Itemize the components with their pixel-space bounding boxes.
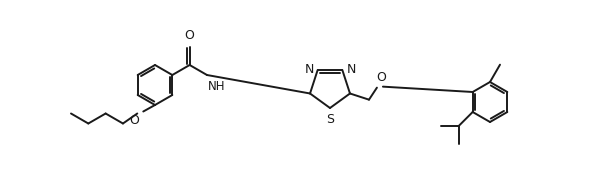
Text: O: O <box>129 115 139 127</box>
Text: N: N <box>304 63 314 75</box>
Text: O: O <box>185 29 195 42</box>
Text: NH: NH <box>208 80 225 93</box>
Text: O: O <box>376 71 386 84</box>
Text: S: S <box>326 113 334 126</box>
Text: N: N <box>347 63 356 75</box>
